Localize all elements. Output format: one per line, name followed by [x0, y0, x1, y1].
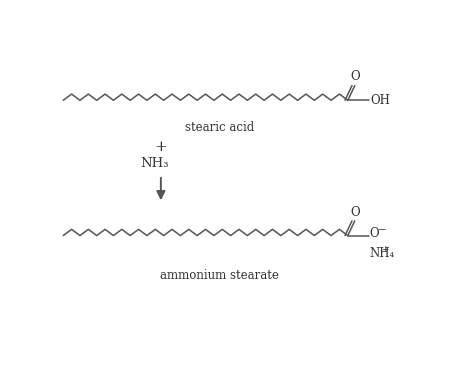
- Text: stearic acid: stearic acid: [185, 122, 254, 134]
- Text: ammonium stearate: ammonium stearate: [160, 269, 279, 283]
- Text: O: O: [370, 227, 379, 240]
- Text: O: O: [350, 70, 360, 83]
- Text: NH₃: NH₃: [140, 157, 168, 170]
- Text: OH: OH: [370, 94, 390, 107]
- Text: +: +: [381, 246, 389, 254]
- Text: NH₄: NH₄: [370, 247, 395, 260]
- Text: O: O: [350, 206, 360, 219]
- Text: −: −: [378, 226, 386, 235]
- Text: +: +: [154, 140, 167, 154]
